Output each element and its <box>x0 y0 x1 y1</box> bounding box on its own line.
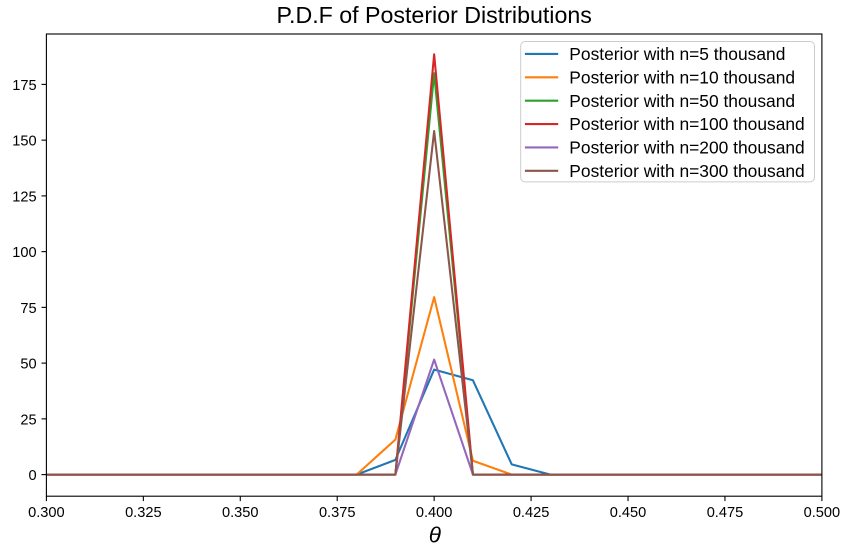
svg-text:150: 150 <box>12 134 36 150</box>
svg-text:Posterior with n=5 thousand: Posterior with n=5 thousand <box>569 44 785 64</box>
svg-text:100: 100 <box>12 245 36 261</box>
svg-text:Posterior with n=100 thousand: Posterior with n=100 thousand <box>569 114 804 134</box>
svg-text:0.450: 0.450 <box>610 505 647 521</box>
svg-text:50: 50 <box>20 357 36 373</box>
svg-text:0.400: 0.400 <box>416 505 453 521</box>
svg-text:0.425: 0.425 <box>513 505 550 521</box>
svg-text:θ: θ <box>429 523 442 548</box>
svg-text:0.375: 0.375 <box>319 505 356 521</box>
svg-text:0: 0 <box>28 468 36 484</box>
svg-text:0.350: 0.350 <box>222 505 259 521</box>
svg-text:0.325: 0.325 <box>125 505 162 521</box>
svg-text:Posterior with n=200 thousand: Posterior with n=200 thousand <box>569 138 804 158</box>
svg-text:0.300: 0.300 <box>28 505 65 521</box>
svg-text:75: 75 <box>20 301 36 317</box>
svg-text:0.500: 0.500 <box>804 505 841 521</box>
svg-text:Posterior with n=50 thousand: Posterior with n=50 thousand <box>569 91 795 111</box>
svg-text:125: 125 <box>12 189 36 205</box>
svg-text:25: 25 <box>20 412 36 428</box>
svg-text:0.475: 0.475 <box>707 505 744 521</box>
svg-text:P.D.F of Posterior Distributio: P.D.F of Posterior Distributions <box>277 2 592 28</box>
svg-text:175: 175 <box>12 78 36 94</box>
svg-text:Posterior with n=10 thousand: Posterior with n=10 thousand <box>569 67 795 87</box>
svg-text:Posterior with n=300 thousand: Posterior with n=300 thousand <box>569 161 804 181</box>
